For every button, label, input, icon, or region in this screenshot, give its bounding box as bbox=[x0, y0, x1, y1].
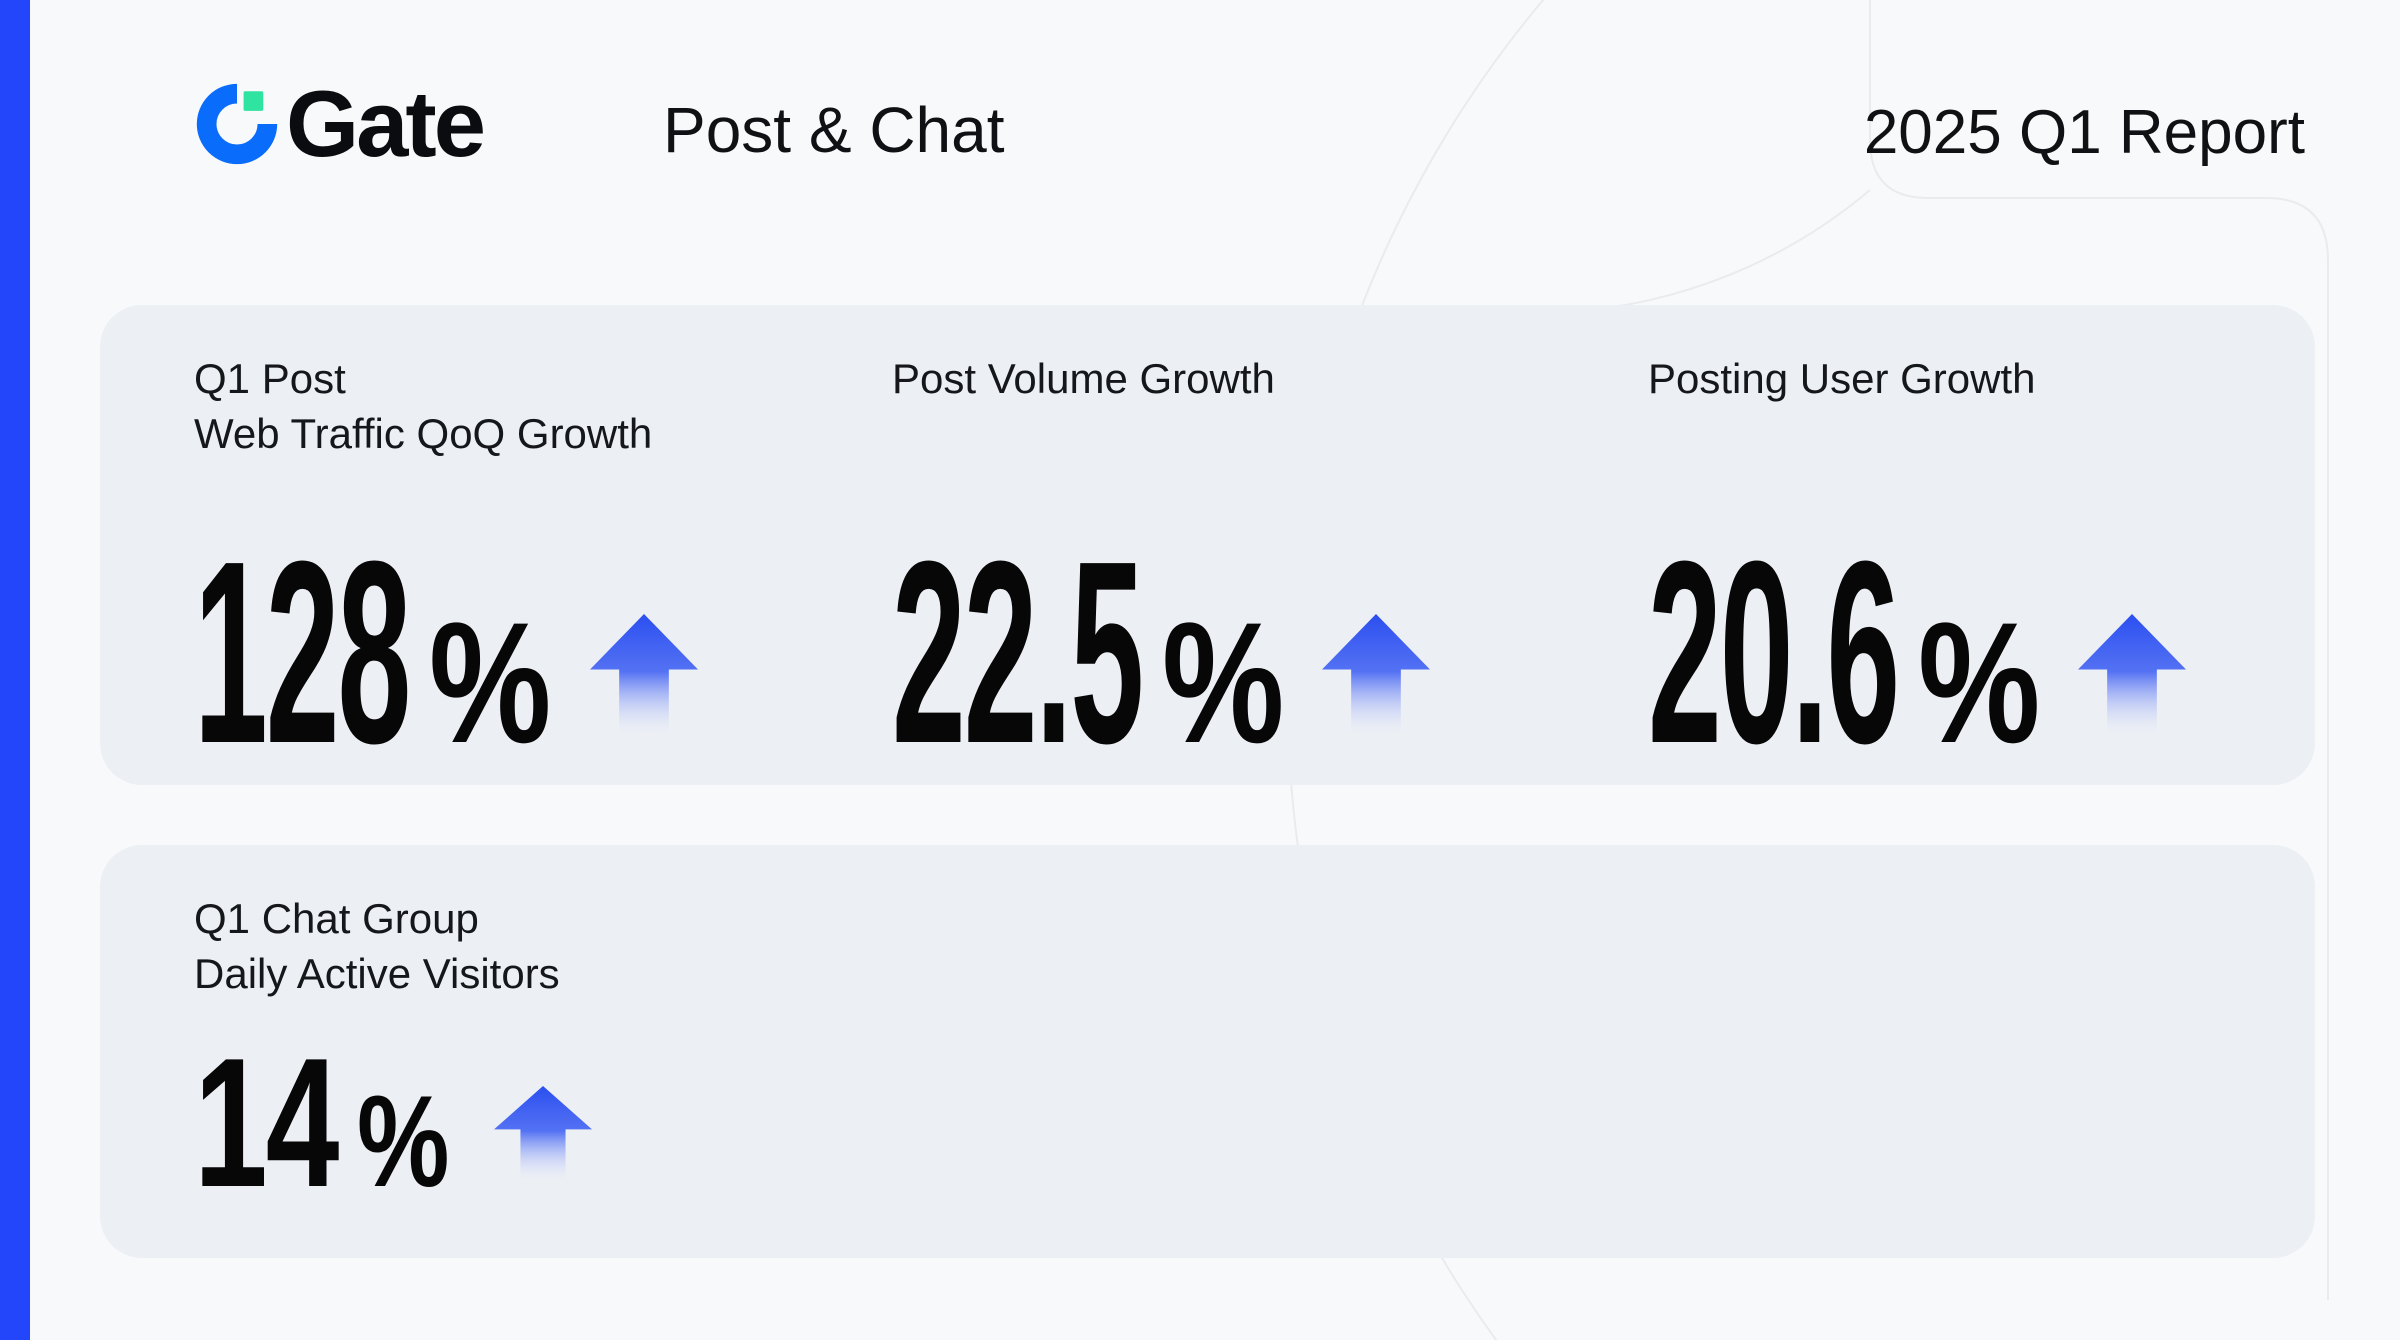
stat-value-row: 128 % bbox=[194, 523, 698, 783]
stat-label: Q1 Post Web Traffic QoQ Growth bbox=[194, 351, 652, 461]
accent-left-bar bbox=[0, 0, 30, 1340]
stat-label-line1: Q1 Post bbox=[194, 355, 346, 402]
stat-label-line2: Web Traffic QoQ Growth bbox=[194, 410, 653, 457]
deco-arc-line bbox=[1565, 189, 1871, 313]
arrow-up-icon bbox=[1322, 614, 1431, 742]
arrow-up-icon bbox=[589, 614, 698, 742]
stat-value-wrap: 14 bbox=[194, 1019, 339, 1225]
stat-value: 20.6 bbox=[1648, 508, 1900, 798]
stat-value-row: 20.6 % bbox=[1648, 508, 2187, 798]
stat-unit: % bbox=[357, 1068, 449, 1214]
stat-value: 14 bbox=[194, 1019, 339, 1225]
stat-unit: % bbox=[1918, 587, 2040, 779]
stat-unit-wrap: % bbox=[1162, 587, 1284, 779]
stat-value-row: 22.5 % bbox=[892, 508, 1431, 798]
stat-value-wrap: 128 bbox=[194, 508, 411, 798]
stat-value: 22.5 bbox=[892, 508, 1144, 798]
page-title: Post & Chat bbox=[663, 94, 1005, 166]
stat-label: Q1 Chat Group Daily Active Visitors bbox=[194, 891, 560, 1001]
stat-value: 128 bbox=[194, 508, 411, 798]
deco-step-line bbox=[1869, 0, 2329, 1300]
brand-logotype: Gate bbox=[286, 71, 486, 176]
gate-logo-icon bbox=[196, 83, 278, 165]
stat-label-line1: Posting User Growth bbox=[1648, 355, 2036, 402]
brand: Gate bbox=[196, 71, 486, 176]
chat-stats-card: Q1 Chat Group Daily Active Visitors 14 % bbox=[100, 845, 2315, 1258]
arrow-up-icon bbox=[494, 1086, 593, 1186]
stat-unit-wrap: % bbox=[357, 1068, 449, 1214]
arrow-up-icon bbox=[2078, 614, 2187, 742]
stat-label: Post Volume Growth bbox=[892, 351, 1275, 406]
stat-value-wrap: 22.5 bbox=[892, 508, 1144, 798]
stat-label-line2: Daily Active Visitors bbox=[194, 950, 560, 997]
stat-unit: % bbox=[1162, 587, 1284, 779]
stat-label: Posting User Growth bbox=[1648, 351, 2035, 406]
stat-unit: % bbox=[429, 587, 551, 779]
stat-value-wrap: 20.6 bbox=[1648, 508, 1900, 798]
post-stats-card: Q1 Post Web Traffic QoQ Growth 128 % Pos… bbox=[100, 305, 2315, 785]
stat-label-line1: Post Volume Growth bbox=[892, 355, 1275, 402]
stat-value-row: 14 % bbox=[194, 1019, 593, 1225]
stat-label-line1: Q1 Chat Group bbox=[194, 895, 479, 942]
stat-unit-wrap: % bbox=[429, 587, 551, 779]
stat-unit-wrap: % bbox=[1918, 587, 2040, 779]
report-period-label: 2025 Q1 Report bbox=[1863, 98, 2305, 167]
